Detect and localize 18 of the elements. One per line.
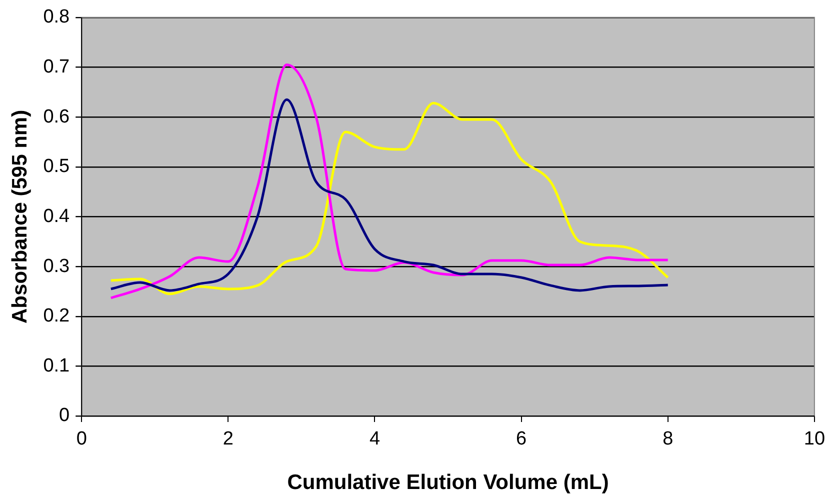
y-tick-label: 0.1 (43, 355, 70, 376)
y-tick-label: 0.2 (43, 306, 70, 327)
y-tick-label: 0.5 (43, 156, 70, 178)
y-tick-label: 0 (59, 405, 70, 426)
x-tick-label: 0 (76, 428, 87, 450)
y-axis-title: Absorbance (595 nm) (8, 110, 32, 324)
x-tick-label: 10 (804, 428, 826, 450)
y-tick-label: 0.6 (43, 106, 70, 128)
x-axis-title: Cumulative Elution Volume (mL) (287, 471, 609, 494)
x-tick-label: 4 (369, 428, 380, 450)
y-tick-label: 0.4 (43, 206, 70, 227)
y-tick-label: 0.7 (43, 56, 70, 78)
line-series (110, 63, 670, 300)
y-tick-label: 0.3 (43, 256, 70, 277)
x-tick-label: 8 (662, 428, 674, 450)
x-tick-label: 2 (222, 428, 234, 450)
y-tick-label: 0.8 (43, 6, 70, 28)
x-tick-label: 6 (516, 428, 527, 450)
